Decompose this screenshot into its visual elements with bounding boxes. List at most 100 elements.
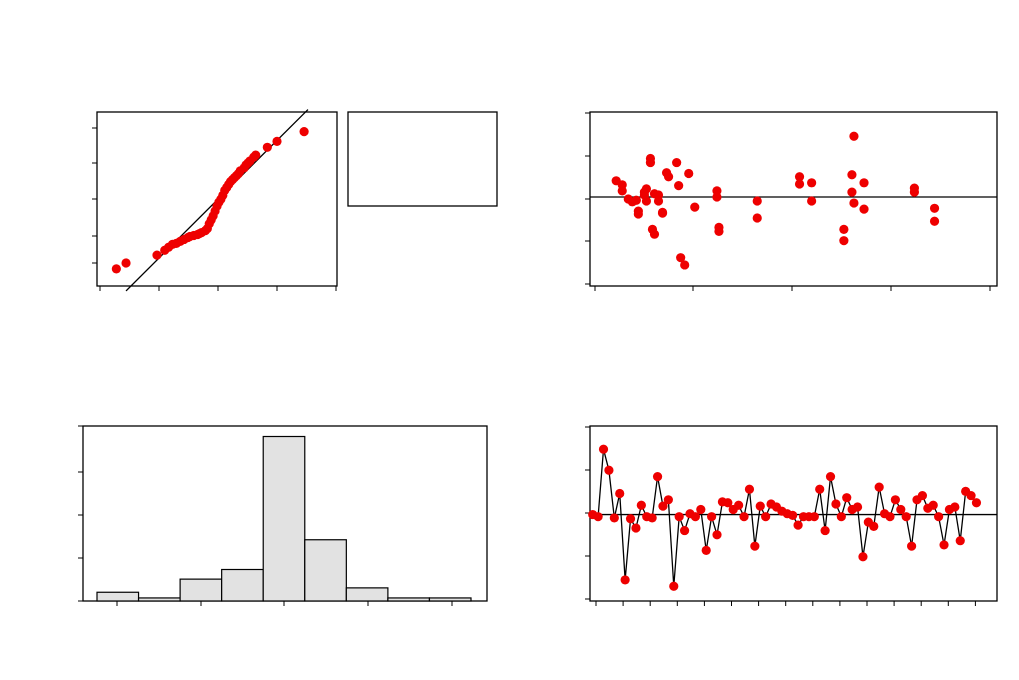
data-point [714,226,724,236]
data-point [658,501,668,511]
data-point [620,575,630,585]
data-point [663,172,674,182]
data-point [874,482,884,492]
data-point [262,142,272,152]
data-point [696,504,706,515]
data-point [890,495,900,505]
data-point [690,202,700,212]
data-point [929,203,940,213]
data-point [966,490,976,501]
data-point [674,512,684,522]
data-point [701,545,711,555]
plot-frame [589,111,998,287]
data-point [663,495,673,505]
data-point [121,258,131,268]
data-point [712,530,722,540]
data-point [849,131,859,141]
residuals-versus-order-plot [585,425,998,606]
data-point [859,178,869,188]
data-point [825,472,836,482]
data-point [657,208,668,218]
data-point [807,196,817,206]
data-point [807,178,817,188]
data-point [647,513,657,523]
data-point [625,514,636,524]
data-point [674,181,684,191]
histogram-bar [428,597,472,602]
histogram-bar [137,597,181,602]
data-point [839,236,849,246]
data-point [971,498,982,508]
data-point [593,512,603,522]
histogram-bar [221,568,264,602]
data-point [934,512,944,522]
data-point [761,512,771,522]
data-point [631,195,641,205]
data-point [842,493,852,503]
data-point [909,187,919,197]
data-point [707,512,717,522]
data-point [615,488,625,499]
data-point [929,216,940,226]
data-point [907,541,917,551]
data-point [752,196,762,206]
data-point [680,260,690,270]
data-point [793,520,803,530]
data-point [649,229,660,239]
histogram-bar [179,578,223,602]
data-point [641,196,652,206]
residual-histogram [78,425,488,606]
histogram-bar [345,587,389,602]
data-point [885,512,895,522]
data-point [684,168,694,179]
data-point [847,170,857,180]
legend-box [347,111,498,207]
histogram-bar [96,591,140,602]
data-point [604,465,614,475]
data-point [744,484,755,494]
data-point [652,472,663,482]
data-point [852,502,863,512]
data-point [849,198,859,208]
data-point [299,127,309,137]
data-point [251,150,261,160]
data-point [820,525,830,536]
histogram-bar [262,435,306,602]
data-point [111,264,121,274]
normal-probability-plot [92,109,498,292]
data-point [917,490,928,501]
data-point [739,512,749,522]
data-point [636,500,646,510]
data-point [955,536,965,546]
data-point [794,179,805,189]
data-point [672,157,682,168]
data-point [598,444,609,454]
data-point [152,250,162,260]
data-point [939,540,949,550]
data-point [859,204,869,214]
data-point [928,500,938,510]
data-point [272,136,282,147]
data-point [679,525,690,536]
data-point [896,504,906,515]
data-point [847,187,857,197]
data-point [858,552,868,562]
data-point [669,581,679,591]
data-point [809,512,819,522]
data-point [839,224,849,234]
data-point [901,512,911,522]
data-point [676,253,686,263]
data-point [815,484,825,494]
histogram-bar [387,597,431,602]
data-point [831,499,841,509]
data-point [690,512,700,522]
data-point [752,213,762,223]
data-point [631,523,641,533]
data-point [641,184,652,194]
data-point [734,500,744,510]
data-point [869,521,879,531]
residuals-versus-fits-plot [585,111,998,291]
data-point [794,172,805,182]
data-point [836,512,846,522]
